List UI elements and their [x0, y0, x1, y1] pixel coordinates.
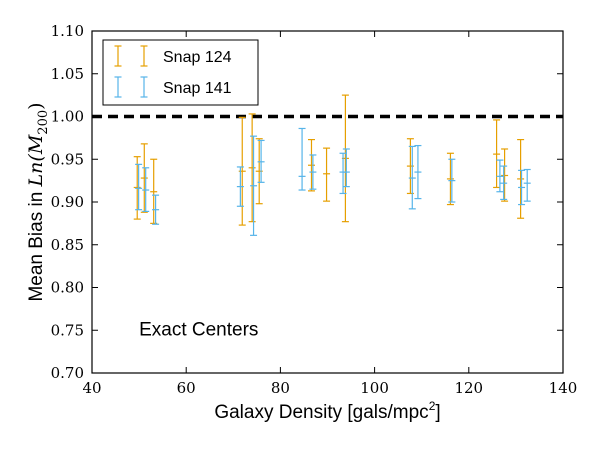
y-tick-label: 0.95: [51, 150, 84, 168]
y-tick-label: 1.05: [51, 65, 84, 83]
errorbar-point: [250, 135, 258, 236]
errorbar-point: [517, 138, 525, 219]
x-axis-label: Galaxy Density [gals/mpc2]: [214, 399, 440, 423]
y-tick-label: 0.75: [51, 321, 84, 339]
errorbar-point: [523, 168, 531, 202]
errorbar-point: [408, 145, 416, 210]
legend-box: [102, 39, 259, 106]
errorbar-point: [493, 119, 501, 189]
errorbar-point: [500, 165, 508, 201]
legend-label-snap-141: Snap 141: [163, 80, 232, 97]
x-tick-label: 40: [82, 379, 101, 397]
errorbar-point: [342, 148, 350, 188]
errorbar-point: [257, 139, 265, 183]
legend: Snap 124 Snap 141: [102, 39, 259, 106]
errorbar-point: [323, 147, 331, 202]
errorbar-point: [501, 148, 509, 202]
x-tick-label: 100: [360, 379, 389, 397]
errorbar-point: [307, 138, 315, 192]
y-tick-labels: 0.70 0.75 0.80 0.85 0.90 0.95 1.00 1.05 1.10: [51, 22, 84, 382]
y-tick-label: 1.10: [51, 22, 84, 40]
y-tick-label: 0.90: [51, 193, 84, 211]
x-tick-label: 140: [549, 379, 578, 397]
errorbar-point: [518, 169, 526, 206]
errorbar-point: [142, 167, 150, 213]
errorbar-point: [236, 166, 244, 207]
errorbar-point: [140, 143, 148, 213]
legend-item-snap-124: [114, 45, 148, 67]
errorbar-point: [248, 113, 256, 223]
y-axis-label: Mean Bias in Ln(M200): [25, 102, 51, 301]
errorbar-point: [446, 152, 454, 206]
x-tick-label: 80: [271, 379, 290, 397]
plot-frame: [91, 30, 564, 374]
y-tick-label: 0.85: [51, 236, 84, 254]
y-tick-label: 0.80: [51, 279, 84, 297]
errorbar-point: [152, 194, 160, 225]
errorbar-point: [135, 163, 143, 211]
errorbar-point: [448, 158, 456, 203]
x-tick-label: 60: [177, 379, 196, 397]
series-group: [133, 94, 531, 236]
series-1: [135, 127, 531, 236]
errorbar-point: [298, 127, 306, 191]
x-tick-labels: 40 60 80 100 120 140: [82, 379, 577, 397]
y-tick-label: 1.00: [51, 108, 84, 126]
annotation-exact-centers: Exact Centers: [139, 320, 258, 341]
series-0: [133, 94, 525, 226]
x-tick-label: 120: [454, 379, 483, 397]
legend-label-snap-124: Snap 124: [163, 49, 232, 66]
legend-item-snap-141: [114, 76, 148, 98]
errorbar-point: [496, 159, 504, 193]
errorbar-point: [309, 154, 317, 190]
errorbar-point: [414, 144, 422, 200]
y-tick-label: 0.70: [51, 364, 84, 382]
